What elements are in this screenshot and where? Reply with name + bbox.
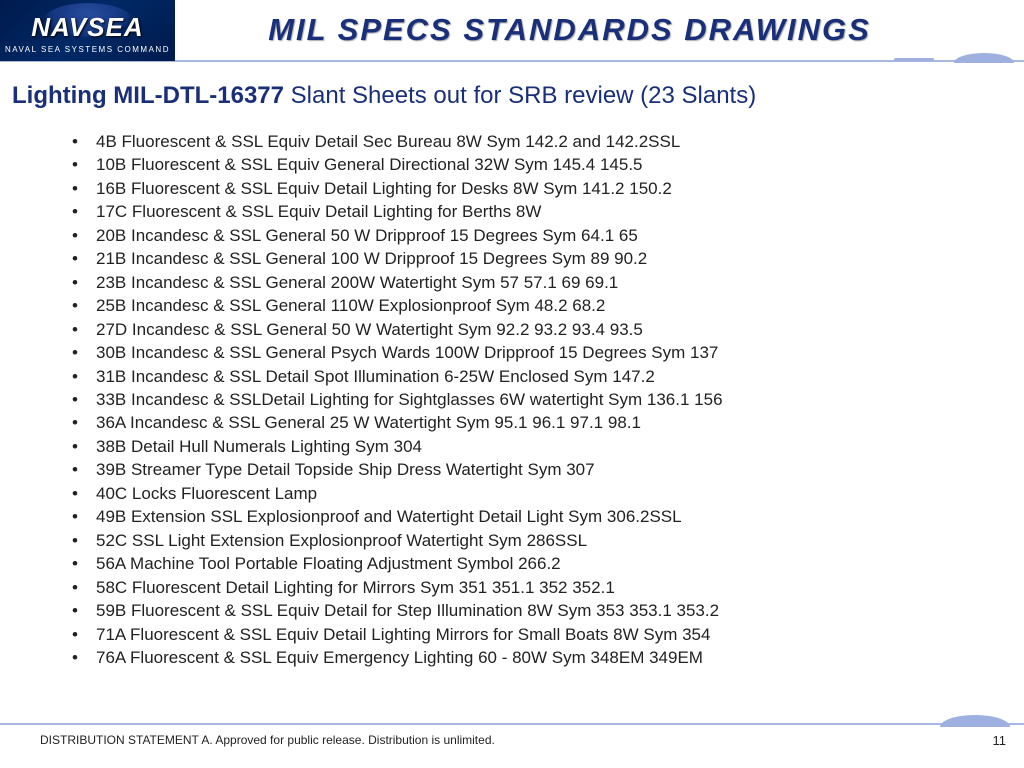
list-item: 10B Fluorescent & SSL Equiv General Dire… (72, 153, 1012, 176)
list-item: 20B Incandesc & SSL General 50 W Drippro… (72, 224, 1012, 247)
slide-title: MIL SPECS STANDARDS DRAWINGS (175, 12, 1024, 48)
list-item: 21B Incandesc & SSL General 100 W Drippr… (72, 247, 1012, 270)
list-item: 38B Detail Hull Numerals Lighting Sym 30… (72, 435, 1012, 458)
list-item: 76A Fluorescent & SSL Equiv Emergency Li… (72, 646, 1012, 669)
slide-footer: DISTRIBUTION STATEMENT A. Approved for p… (0, 723, 1024, 748)
list-item: 49B Extension SSL Explosionproof and Wat… (72, 505, 1012, 528)
list-item: 23B Incandesc & SSL General 200W Waterti… (72, 271, 1012, 294)
list-item: 58C Fluorescent Detail Lighting for Mirr… (72, 576, 1012, 599)
list-item: 40C Locks Fluorescent Lamp (72, 482, 1012, 505)
list-item: 4B Fluorescent & SSL Equiv Detail Sec Bu… (72, 130, 1012, 153)
list-item: 31B Incandesc & SSL Detail Spot Illumina… (72, 365, 1012, 388)
subtitle-bold: Lighting MIL-DTL-16377 (12, 82, 284, 109)
logo-sub-text: NAVAL SEA SYSTEMS COMMAND (5, 45, 170, 54)
slide-content: Lighting MIL-DTL-16377 Slant Sheets out … (0, 62, 1024, 669)
page-number: 11 (993, 733, 1007, 748)
list-item: 52C SSL Light Extension Explosionproof W… (72, 529, 1012, 552)
list-item: 36A Incandesc & SSL General 25 W Waterti… (72, 411, 1012, 434)
list-item: 17C Fluorescent & SSL Equiv Detail Light… (72, 200, 1012, 223)
list-item: 71A Fluorescent & SSL Equiv Detail Light… (72, 623, 1012, 646)
list-item: 59B Fluorescent & SSL Equiv Detail for S… (72, 599, 1012, 622)
slide-header: NAVSEA NAVAL SEA SYSTEMS COMMAND MIL SPE… (0, 0, 1024, 62)
footer-ship-decor (920, 713, 1010, 727)
logo-main-text: NAVSEA (31, 12, 143, 43)
list-item: 39B Streamer Type Detail Topside Ship Dr… (72, 458, 1012, 481)
list-item: 56A Machine Tool Portable Floating Adjus… (72, 552, 1012, 575)
distribution-statement: DISTRIBUTION STATEMENT A. Approved for p… (40, 733, 495, 747)
list-item: 27D Incandesc & SSL General 50 W Waterti… (72, 318, 1012, 341)
navsea-logo: NAVSEA NAVAL SEA SYSTEMS COMMAND (0, 0, 175, 61)
list-item: 25B Incandesc & SSL General 110W Explosi… (72, 294, 1012, 317)
subtitle: Lighting MIL-DTL-16377 Slant Sheets out … (12, 82, 1012, 110)
header-ship-decor (924, 51, 1014, 63)
list-item: 33B Incandesc & SSLDetail Lighting for S… (72, 388, 1012, 411)
list-item: 30B Incandesc & SSL General Psych Wards … (72, 341, 1012, 364)
list-item: 16B Fluorescent & SSL Equiv Detail Light… (72, 177, 1012, 200)
subtitle-rest: Slant Sheets out for SRB review (23 Slan… (284, 82, 756, 109)
spec-list: 4B Fluorescent & SSL Equiv Detail Sec Bu… (12, 130, 1012, 669)
